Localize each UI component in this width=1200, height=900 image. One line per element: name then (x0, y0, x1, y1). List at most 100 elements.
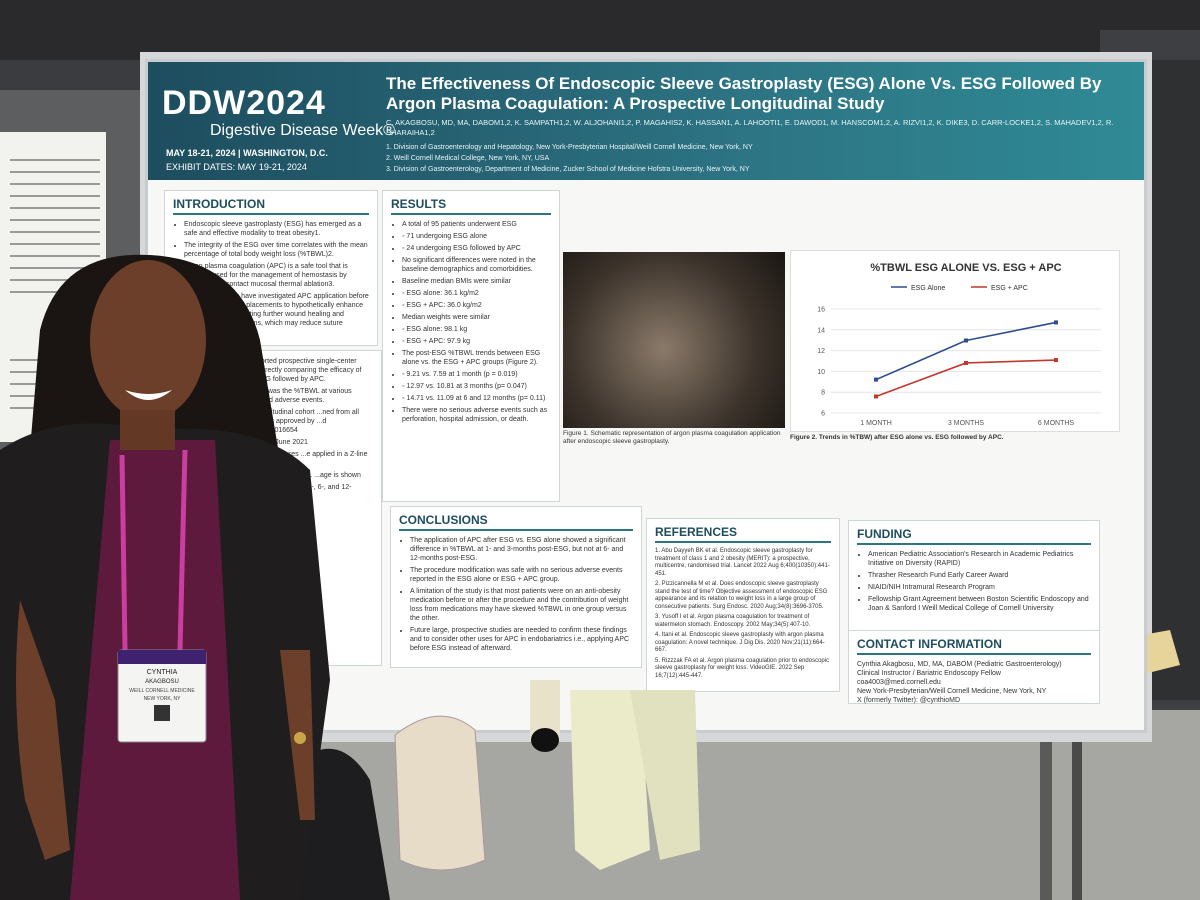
list: 1. Abu Dayyeh BK et al. Endoscopic sleev… (655, 548, 831, 680)
y-tick-label: 8 (821, 390, 825, 397)
section-heading: REFERENCES (655, 525, 831, 543)
affiliations: 1. Division of Gastroenterology and Hepa… (386, 142, 1126, 175)
logo: DDW2024 (162, 84, 326, 122)
results: RESULTS A total of 95 patients underwent… (382, 190, 560, 502)
text-line: Median weights were similar (402, 313, 551, 322)
neck (120, 410, 175, 450)
endoscopy-image (563, 252, 785, 428)
text-line: 2. Weill Cornell Medical College, New Yo… (386, 155, 550, 162)
section-heading: INTRODUCTION (173, 197, 369, 215)
trousers (630, 690, 700, 860)
text-line: ◦ ESG alone: 98.1 kg (402, 325, 551, 334)
text-line: There were no serious adverse events suc… (402, 406, 551, 424)
text-line: A total of 95 patients underwent ESG (402, 220, 551, 229)
arm (16, 600, 70, 860)
point (964, 360, 968, 365)
point (1054, 320, 1058, 325)
poster-header: DDW2024 Digestive Disease Week® MAY 18-2… (148, 62, 1144, 180)
text-line: ◦ ESG alone: 36.1 kg/m2 (402, 289, 551, 298)
badge-surname: AKAGBOSU (145, 679, 179, 685)
board-leg (1072, 710, 1082, 900)
text-line: Endoscopic sleeve gastroplasty (ESG) has… (184, 220, 369, 238)
x-tick-label: 3 MONTHS (948, 420, 985, 427)
text-line: 4. Itani et al. Endoscopic sleeve gastro… (655, 632, 825, 653)
text-line: Argon plasma coagulation (APC) is a safe… (184, 262, 369, 289)
badge-org: WEILL CORNELL MEDICINE (129, 688, 195, 694)
authors: C. AKAGBOSU, MD, MA, DABOM1,2, K. SAMPAT… (386, 118, 1114, 137)
text-line: 3. Yusoff I et al. Argon plasma coagulat… (655, 614, 811, 628)
text-line: The integrity of the ESG over time corre… (184, 241, 369, 259)
qr-code (154, 705, 170, 721)
trousers (570, 690, 650, 870)
figure-caption: Figure 1. Schematic representation of ar… (563, 430, 781, 445)
chart-title: %TBWL ESG ALONE VS. ESG + APC (870, 262, 1061, 274)
text-line: coa4003@med.cornell.edu (857, 679, 941, 686)
contact-lines: Cynthia Akagbosu, MD, MA, DABOM (Pediatr… (857, 660, 1091, 705)
text-line: NIAID/NIH Intramural Research Program (868, 583, 1091, 592)
y-tick-label: 10 (817, 369, 825, 376)
list: A total of 95 patients underwent ESG ◦ 71… (391, 220, 551, 424)
section-heading: CONCLUSIONS (399, 513, 633, 531)
text-line: 2. Pizzicannella M et al. Does endoscopi… (655, 581, 828, 610)
x-tick-label: 1 MONTH (860, 420, 892, 427)
section-heading: CONTACT INFORMATION (857, 637, 1091, 655)
section-heading: RESULTS (391, 197, 551, 215)
section-heading: FUNDING (857, 527, 1091, 545)
conclusions: CONCLUSIONS The application of APC after… (390, 506, 642, 668)
text-line: ...t reported prospective single-center … (241, 358, 362, 383)
point (1054, 358, 1058, 363)
x-tick-label: 6 MONTHS (1038, 420, 1075, 427)
y-tick-label: 6 (821, 411, 825, 418)
text-line: Fellowship Grant Agreement between Bosto… (868, 595, 1091, 613)
text-line: ◦ 24 undergoing ESG followed by APC (402, 244, 551, 253)
dates: MAY 18-21, 2024 | WASHINGTON, D.C. (166, 148, 328, 158)
text-line: The application of APC after ESG vs. ESG… (410, 536, 633, 563)
text-line: Clinical Instructor / Bariatric Endoscop… (857, 670, 1001, 677)
lanyard (119, 449, 188, 651)
text-line: Baseline median BMIs were similar (402, 277, 551, 286)
figure-2: %TBWL ESG ALONE VS. ESG + APC ESG Alone ES… (790, 250, 1120, 432)
funding: FUNDING American Pediatric Association's… (848, 520, 1100, 632)
text-line: No significant differences were noted in… (402, 256, 551, 274)
badge-top (118, 650, 206, 664)
contact: CONTACT INFORMATION Cynthia Akagbosu, MD… (848, 630, 1100, 704)
text-line: American Pediatric Association's Researc… (868, 550, 1091, 568)
text-line: The procedure modification was safe with… (410, 566, 633, 584)
y-tick-label: 14 (817, 327, 825, 334)
y-tick-label: 16 (817, 307, 825, 314)
watch (294, 732, 306, 744)
text-line: ◦ 12.97 vs. 10.81 at 3 months (p= 0.047) (402, 382, 551, 391)
text-line: New York-Presbyterian/Weill Cornell Medi… (857, 688, 1047, 695)
text-line: ...tcome was the %TBWL at various ...inc… (241, 388, 352, 404)
handbag (394, 715, 486, 871)
line-chart: %TBWL ESG ALONE VS. ESG + APC ESG Alone ES… (817, 262, 1101, 427)
badge-city: NEW YORK, NY (144, 696, 182, 702)
list: The application of APC after ESG vs. ESG… (399, 536, 633, 653)
text-line: 1. Division of Gastroenterology and Hepa… (386, 144, 753, 151)
badge-name: CYNTHIA (147, 669, 178, 676)
text-line: ◦ 9.21 vs. 7.59 at 1 month (p = 0.019) (402, 370, 551, 379)
text-line: ◦ ESG + APC: 97.9 kg (402, 337, 551, 346)
poster: DDW2024 Digestive Disease Week® MAY 18-2… (148, 62, 1144, 730)
face (90, 260, 206, 420)
exhibit-dates: EXHIBIT DATES: MAY 19-21, 2024 (166, 162, 307, 172)
smile (125, 390, 172, 400)
figure-caption: Figure 2. Trends in %TBW) after ESG alon… (790, 434, 1004, 441)
legend-label: ESG Alone (911, 285, 945, 292)
text-line: ◦ 14.71 vs. 11.09 at 6 and 12 months (p=… (402, 394, 551, 403)
references: REFERENCES 1. Abu Dayyeh BK et al. Endos… (646, 518, 840, 692)
text-line: 5. Rizzzak FA et al. Argon plasma coagul… (655, 657, 830, 679)
point (874, 377, 878, 382)
text-line: Future large, prospective studies are ne… (410, 626, 633, 653)
text-line: 1. Abu Dayyeh BK et al. Endoscopic sleev… (655, 548, 830, 577)
legend-label: ESG + APC (991, 285, 1028, 292)
text-line: ◦ ESG + APC: 36.0 kg/m2 (402, 301, 551, 310)
text-line: 3. Division of Gastroenterology, Departm… (386, 166, 750, 173)
shoe (531, 728, 559, 752)
point (964, 338, 968, 343)
text-line: ◦ 71 undergoing ESG alone (402, 232, 551, 241)
text-line: The post-ESG %TBWL trends between ESG al… (402, 349, 551, 367)
text-line: X (formerly Twitter): @cynthioMD (857, 697, 961, 704)
